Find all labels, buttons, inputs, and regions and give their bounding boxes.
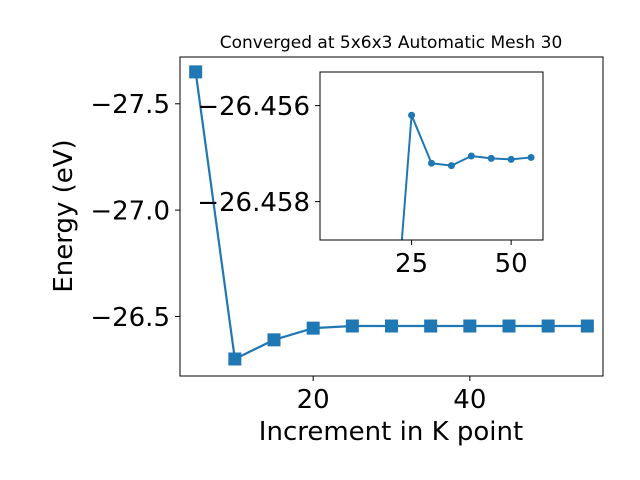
main-title: Converged at 5x6x3 Automatic Mesh 30 [220, 33, 563, 53]
main-data-point [502, 319, 516, 333]
inset-plot-area [400, 111, 535, 240]
main-x-tick-label: 20 [297, 385, 330, 415]
main-data-point [463, 319, 477, 333]
main-data-point [228, 352, 242, 366]
inset-data-point [467, 152, 475, 160]
inset-background [320, 72, 543, 240]
main-data-point [267, 333, 281, 347]
inset-x-tick-label: 25 [395, 249, 428, 279]
inset-y-tick-label: −26.456 [197, 92, 310, 122]
main-y-tick-label: −27.5 [90, 90, 170, 120]
x-axis-label: Increment in K point [259, 417, 523, 447]
y-axis-label: Energy (eV) [49, 139, 79, 292]
main-y-tick-label: −26.5 [90, 303, 170, 333]
main-axes: Converged at 5x6x3 Automatic Mesh 30 Inc… [49, 33, 604, 447]
inset-data-point [428, 159, 435, 167]
main-data-point [189, 65, 203, 79]
main-data-point [424, 319, 438, 333]
main-plot-area [189, 65, 594, 366]
inset-axes-frame [319, 71, 544, 241]
main-y-tick-label: −27.0 [90, 196, 170, 226]
inset-data-point [507, 155, 515, 163]
main-data-point [345, 319, 359, 333]
inset-axes: 25 50 −26.458 −26.456 [197, 71, 544, 279]
main-data-point [541, 319, 555, 333]
inset-x-tick-label: 50 [495, 249, 528, 279]
inset-data-point [487, 154, 495, 162]
inset-data-point [527, 153, 535, 161]
main-x-tick-label: 40 [453, 385, 486, 415]
main-data-point [385, 319, 398, 333]
inset-y-tick-label: −26.458 [197, 188, 310, 218]
inset-data-point [447, 162, 455, 170]
inset-data-point [408, 111, 416, 119]
main-data-point [580, 319, 594, 333]
main-data-point [306, 321, 320, 335]
main-axes-frame [179, 56, 604, 377]
